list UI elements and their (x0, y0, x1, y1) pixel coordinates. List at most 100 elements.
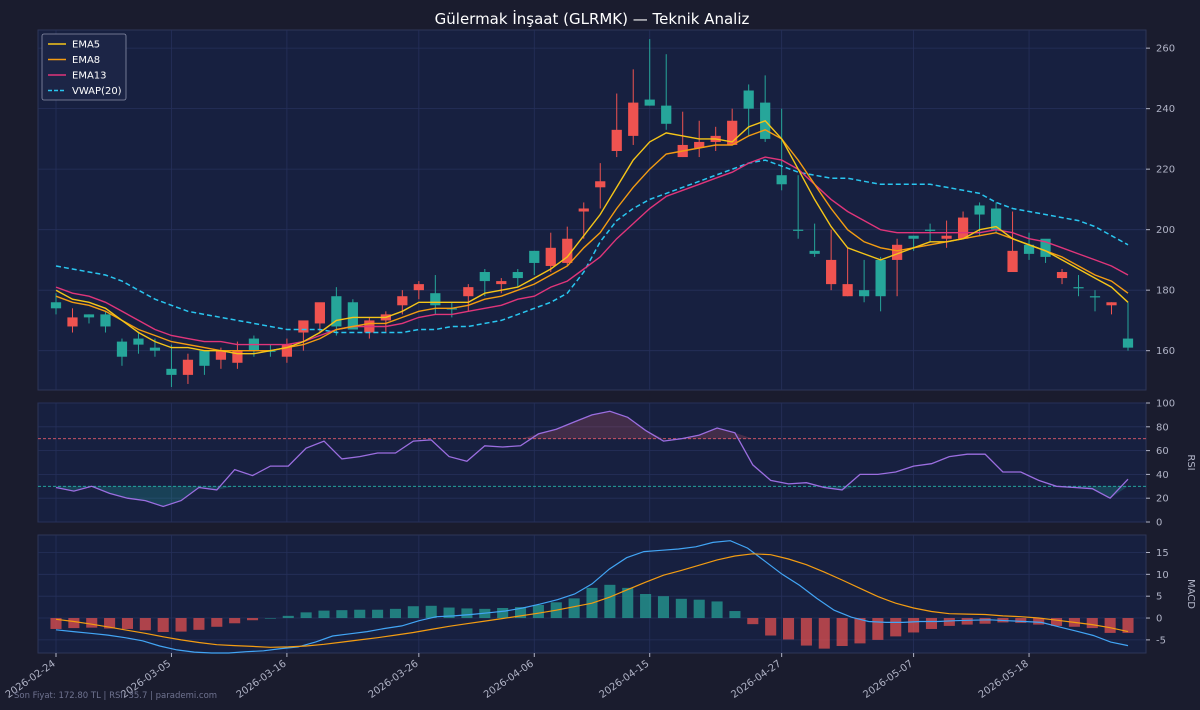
macd-histogram-bar (246, 618, 259, 621)
macd-histogram-bar (657, 596, 670, 619)
macd-histogram-bar (1104, 618, 1116, 633)
legend-box (41, 33, 127, 101)
candle-body (166, 368, 177, 375)
price-tick-label: 220 (1156, 165, 1175, 176)
macd-histogram-bar (514, 607, 527, 619)
candle-body (347, 302, 358, 330)
macd-histogram-bar (389, 608, 402, 619)
macd-histogram-bar (532, 604, 544, 619)
macd-histogram-bar (1033, 618, 1045, 625)
candle-body (83, 314, 95, 318)
candle-body (1056, 272, 1068, 279)
price-tick-label: 260 (1156, 44, 1175, 55)
macd-histogram-bar (782, 618, 795, 640)
candle-body (529, 250, 540, 263)
macd-histogram-bar (1122, 618, 1134, 633)
macd-histogram-bar (68, 618, 80, 629)
price-panel: 160 180 200 220 240 260 (37, 29, 1175, 391)
candle-body (1122, 338, 1134, 348)
rsi-tick-label: 80 (1156, 422, 1169, 433)
macd-histogram-bar (693, 599, 705, 619)
candle-body (611, 129, 622, 152)
macd-tick-label: 10 (1156, 570, 1169, 581)
price-tick-label: 200 (1156, 225, 1175, 236)
macd-panel: -5 0 5 10 15 MACD (37, 534, 1196, 654)
macd-histogram-bar (711, 601, 723, 619)
rsi-tick-label: 100 (1156, 399, 1175, 410)
macd-histogram-bar (50, 618, 62, 629)
macd-histogram-bar (461, 608, 473, 619)
candle-body (793, 229, 804, 231)
candle-body (924, 229, 936, 231)
candle-body (990, 208, 1002, 230)
rsi-line (55, 410, 1129, 508)
macd-histogram-bar (336, 610, 348, 619)
price-tick-label: 160 (1156, 346, 1175, 357)
macd-histogram-bar (121, 618, 134, 629)
candle-body (182, 359, 194, 375)
macd-histogram-bar (193, 618, 205, 630)
candle-body (1073, 287, 1084, 289)
candle-body (826, 259, 837, 285)
candle-body (859, 290, 870, 297)
macd-histogram-bar (818, 618, 830, 649)
macd-histogram-bar (604, 584, 616, 619)
rsi-tick-label: 40 (1156, 470, 1169, 481)
candle-body (628, 102, 639, 136)
macd-histogram-bar (622, 587, 634, 619)
macd-histogram-bar (229, 618, 241, 624)
candle-body (298, 320, 309, 333)
ema5-line (55, 119, 1129, 355)
candle-body (727, 120, 738, 145)
candle-body (908, 235, 919, 239)
candle-body (842, 284, 853, 297)
legend-label: EMA13 (72, 71, 107, 82)
macd-histogram-bar (300, 612, 312, 619)
legend-label: EMA8 (72, 55, 100, 66)
candle-body (314, 302, 325, 324)
macd-histogram-bar (211, 618, 223, 627)
macd-histogram-bar (961, 618, 973, 625)
macd-histogram-bar (157, 618, 169, 633)
candle-body (1023, 244, 1035, 254)
macd-histogram-bar (175, 618, 187, 632)
macd-histogram-bar (86, 618, 98, 628)
macd-histogram-bar (104, 618, 116, 629)
candle-body (1040, 238, 1051, 257)
candle-body (578, 208, 589, 212)
macd-line (55, 540, 1129, 654)
macd-tick-label: 5 (1156, 592, 1162, 603)
candle-body (562, 238, 573, 263)
macd-histogram-bar (1015, 618, 1027, 623)
candle-body (644, 99, 655, 106)
macd-histogram-bar (675, 598, 687, 619)
macd-histogram-bar (354, 609, 366, 619)
macd-histogram-bar (264, 618, 276, 619)
legend: EMA5 EMA8 EMA13 VWAP(20) (41, 33, 127, 101)
rsi-panel-background (37, 402, 1147, 523)
candle-body (133, 338, 144, 345)
candle-body (694, 141, 705, 148)
candle-body (463, 287, 474, 297)
macd-histogram-bar (318, 610, 330, 619)
rsi-tick-label: 60 (1156, 446, 1169, 457)
price-panel-background (37, 29, 1147, 391)
candle-body (430, 293, 441, 306)
macd-histogram-bar (443, 607, 455, 619)
candle-body (149, 347, 161, 351)
candle-body (595, 181, 606, 188)
macd-histogram-bar (729, 611, 741, 619)
price-tick-label: 240 (1156, 104, 1175, 115)
rsi-overbought-fill (56, 411, 1128, 439)
candle-body (743, 90, 754, 109)
macd-histogram-bar (1050, 618, 1063, 626)
macd-histogram-bar (908, 618, 920, 633)
macd-histogram-bar (1086, 618, 1098, 629)
macd-histogram-bar (925, 618, 938, 629)
candle-body (1089, 296, 1101, 298)
macd-histogram-bar (836, 618, 848, 647)
candle-body (891, 244, 903, 260)
macd-histogram-bar (139, 618, 151, 631)
candle-body (1007, 250, 1018, 273)
